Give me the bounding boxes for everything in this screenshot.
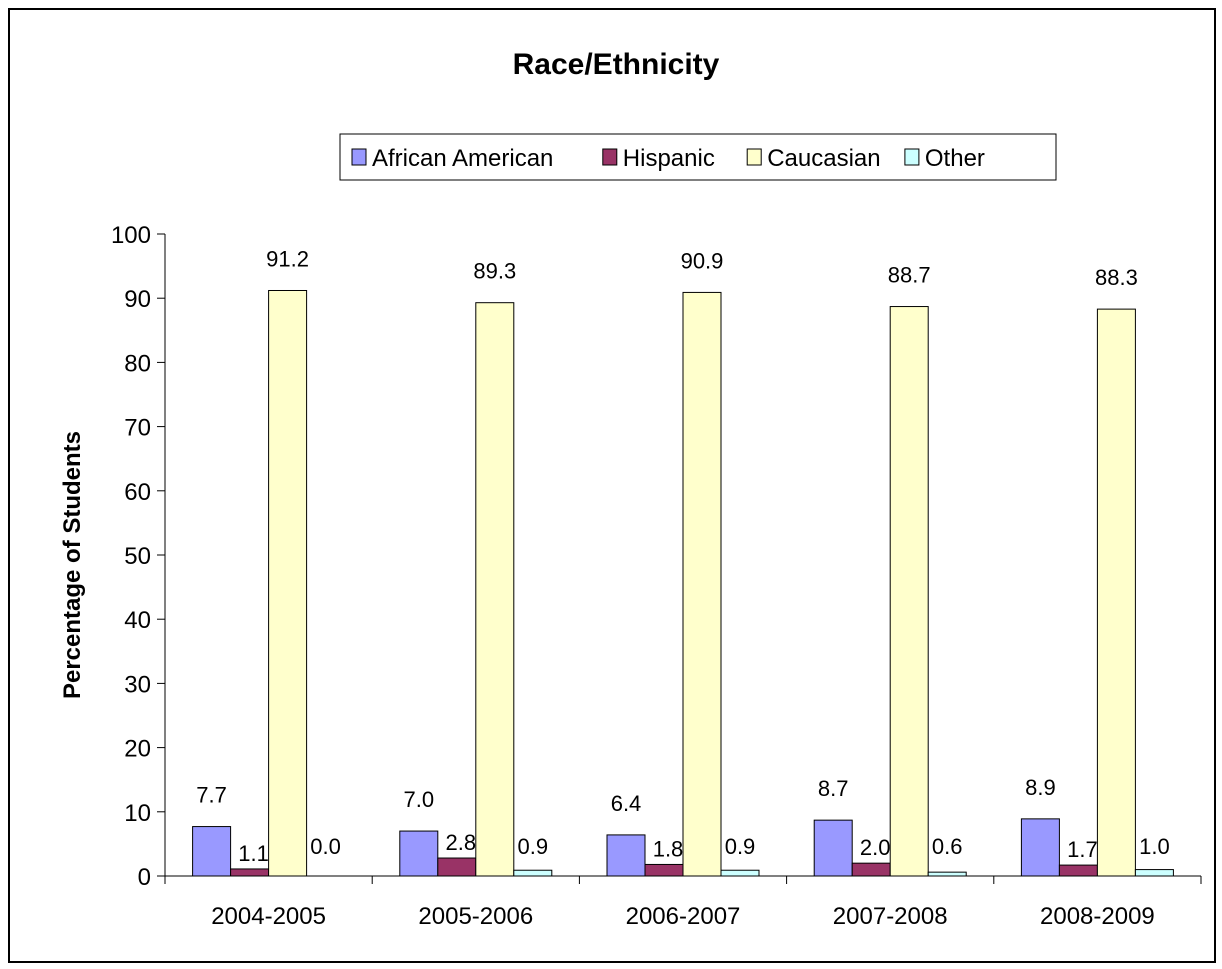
x-tick-label-3: 2007-2008 — [833, 903, 948, 930]
data-label-s0-c0: 7.7 — [196, 783, 227, 808]
y-tick-label-2: 20 — [124, 736, 151, 763]
data-label-s3-c1: 0.9 — [518, 834, 549, 859]
bar-s0-c1 — [399, 830, 439, 877]
bars — [192, 289, 1174, 877]
bar-s1-c2 — [644, 863, 684, 877]
bar-s2-c1 — [475, 302, 515, 877]
bar-s1-c0 — [230, 868, 270, 877]
chart-legend: African American Hispanic Caucasian Other — [339, 133, 1057, 181]
bar-s0-c2 — [606, 834, 646, 877]
data-labels: 7.7 1.1 91.2 0.0 7.0 2.8 89.3 0.9 6.4 1.8 90.9 0.9 8… — [196, 246, 1169, 865]
legend-box — [339, 133, 1057, 181]
bar-s3-c4 — [1134, 869, 1174, 877]
y-tick-label-8: 80 — [124, 350, 151, 377]
data-label-s1-c3: 2.0 — [860, 835, 891, 860]
bar-s2-c3 — [889, 306, 929, 877]
bar-s3-c2 — [720, 869, 760, 877]
x-tick-label-0: 2004-2005 — [211, 903, 326, 930]
bar-s3-c3 — [927, 871, 967, 877]
bar-s2-c0 — [268, 289, 308, 877]
legend-label-2: Caucasian — [767, 145, 880, 172]
data-label-s1-c2: 1.8 — [653, 836, 684, 861]
y-axis-title: Percentage of Students — [59, 431, 86, 699]
x-tick-label-2: 2006-2007 — [626, 903, 741, 930]
bar-s1-c4 — [1058, 864, 1098, 877]
data-label-s1-c1: 2.8 — [446, 830, 477, 855]
bar-s0-c0 — [192, 826, 232, 877]
data-label-s1-c4: 1.7 — [1067, 837, 1098, 862]
y-tick-label-10: 100 — [111, 222, 151, 249]
data-label-s2-c1: 89.3 — [473, 259, 516, 284]
x-tick-label-1: 2005-2006 — [418, 903, 533, 930]
chart-title: Race/Ethnicity — [513, 48, 720, 81]
data-label-s2-c4: 88.3 — [1095, 265, 1138, 290]
legend-label-3: Other — [925, 145, 985, 172]
legend-label-0: African American — [372, 145, 553, 172]
data-label-s3-c3: 0.6 — [932, 834, 963, 859]
data-label-s3-c0: 0.0 — [310, 834, 341, 859]
data-label-s0-c2: 6.4 — [611, 791, 642, 816]
data-label-s3-c2: 0.9 — [725, 834, 756, 859]
bar-s0-c3 — [813, 819, 853, 877]
bar-s2-c2 — [682, 291, 722, 877]
bar-chart: Race/Ethnicity African American Hispanic C… — [59, 48, 1202, 930]
data-label-s2-c2: 90.9 — [681, 248, 724, 273]
y-tick-label-6: 60 — [124, 479, 151, 506]
chart-frame: Race/Ethnicity African American Hispanic C… — [8, 8, 1216, 963]
legend-swatch-3 — [904, 148, 920, 166]
bar-s1-c1 — [437, 857, 477, 877]
bar-s2-c4 — [1096, 308, 1136, 877]
x-tick-label-4: 2008-2009 — [1040, 903, 1155, 930]
data-label-s1-c0: 1.1 — [238, 841, 269, 866]
data-label-s0-c3: 8.7 — [818, 776, 849, 801]
y-tick-label-3: 30 — [124, 671, 151, 698]
legend-swatch-2 — [746, 148, 762, 166]
legend-swatch-1 — [602, 148, 618, 166]
legend-swatch-0 — [351, 148, 367, 166]
y-axis: 0 10 20 30 40 50 60 70 80 90 100 — [111, 222, 166, 891]
y-tick-label-5: 50 — [124, 543, 151, 570]
bar-s1-c3 — [851, 862, 891, 877]
y-tick-label-4: 40 — [124, 607, 151, 634]
data-label-s0-c4: 8.9 — [1025, 775, 1056, 800]
legend-label-1: Hispanic — [623, 145, 715, 172]
data-label-s2-c0: 91.2 — [266, 246, 309, 271]
bar-s0-c4 — [1020, 818, 1060, 877]
data-label-s0-c1: 7.0 — [404, 787, 435, 812]
y-tick-label-0: 0 — [138, 864, 151, 891]
data-label-s3-c4: 1.0 — [1139, 834, 1170, 859]
y-tick-label-7: 70 — [124, 415, 151, 442]
bar-s3-c1 — [513, 869, 553, 877]
data-label-s2-c3: 88.7 — [888, 263, 931, 288]
x-axis: 2004-2005 2005-2006 2006-2007 2007-2008 2008… — [164, 875, 1202, 930]
y-tick-label-9: 90 — [124, 286, 151, 313]
y-tick-label-1: 10 — [124, 800, 151, 827]
